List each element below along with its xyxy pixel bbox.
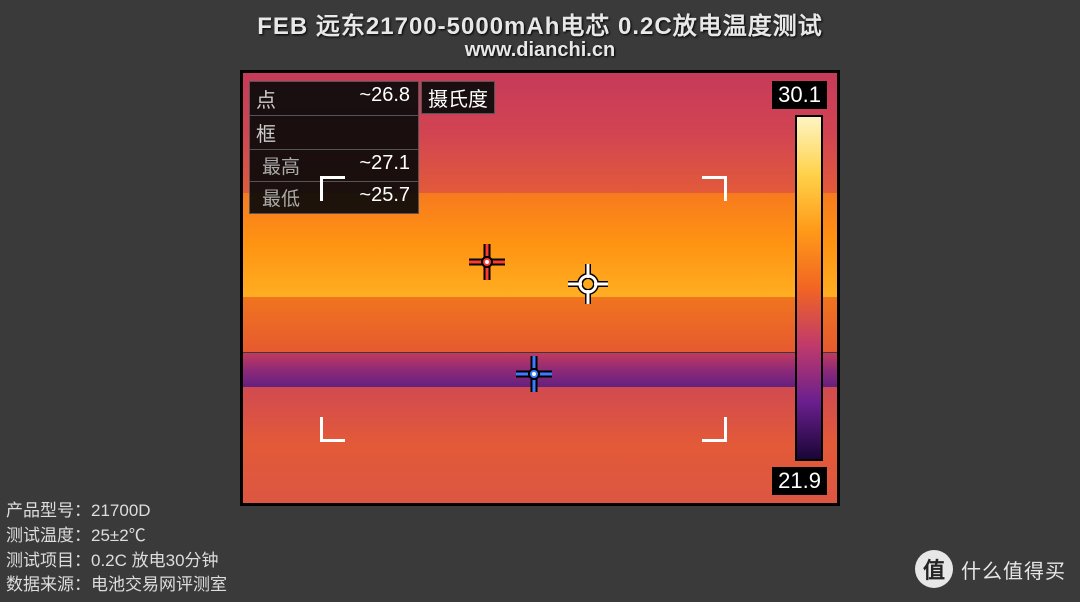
min-label: 最低 <box>256 184 300 211</box>
min-marker <box>512 352 556 396</box>
header: FEB 远东21700-5000mAh电芯 0.2C放电温度测试 www.dia… <box>0 6 1080 62</box>
heatmap-band <box>243 387 837 503</box>
roi-corner <box>702 417 727 442</box>
frame-label: 框 <box>256 118 276 147</box>
max-marker <box>465 240 509 284</box>
metadata-label: 测试项目 <box>6 551 91 570</box>
metadata-row: 产品型号21700D <box>6 499 227 524</box>
roi-corner <box>702 176 727 201</box>
watermark-badge: 值 <box>915 550 953 588</box>
metadata-row: 数据来源电池交易网评测室 <box>6 573 227 598</box>
page-title: FEB 远东21700-5000mAh电芯 0.2C放电温度测试 <box>0 6 1080 41</box>
max-label: 最高 <box>256 152 300 179</box>
metadata-row: 测试温度25±2℃ <box>6 524 227 549</box>
scale-min: 21.9 <box>772 467 827 495</box>
point-reading: 点 ~26.8 <box>250 82 418 116</box>
metadata-value: 电池交易网评测室 <box>91 575 227 594</box>
metadata-block: 产品型号21700D测试温度25±2℃测试项目0.2C 放电30分钟数据来源电池… <box>6 499 227 598</box>
thermal-image: 点 ~26.8 框 最高 ~27.1 最低 ~25.7 摄氏度 30.1 21.… <box>240 70 840 506</box>
metadata-value: 21700D <box>91 501 151 520</box>
metadata-label: 数据来源 <box>6 575 91 594</box>
heatmap-band <box>243 297 837 353</box>
watermark: 值 什么值得买 <box>915 550 1066 588</box>
metadata-value: 0.2C 放电30分钟 <box>91 551 219 570</box>
metadata-value: 25±2℃ <box>91 526 146 545</box>
roi-corner <box>320 176 345 201</box>
frame-heading: 框 <box>250 116 418 150</box>
color-scale-bar <box>795 115 823 461</box>
watermark-text: 什么值得买 <box>961 555 1066 584</box>
unit-label: 摄氏度 <box>421 81 495 114</box>
max-value: ~27.1 <box>359 152 410 179</box>
point-label: 点 <box>256 84 276 113</box>
source-url: www.dianchi.cn <box>0 39 1080 62</box>
min-value: ~25.7 <box>359 184 410 211</box>
scale-max: 30.1 <box>772 81 827 109</box>
metadata-label: 产品型号 <box>6 501 91 520</box>
metadata-label: 测试温度 <box>6 526 91 545</box>
roi-corner <box>320 417 345 442</box>
point-value: ~26.8 <box>359 84 410 113</box>
point-marker <box>566 262 610 306</box>
metadata-row: 测试项目0.2C 放电30分钟 <box>6 549 227 574</box>
